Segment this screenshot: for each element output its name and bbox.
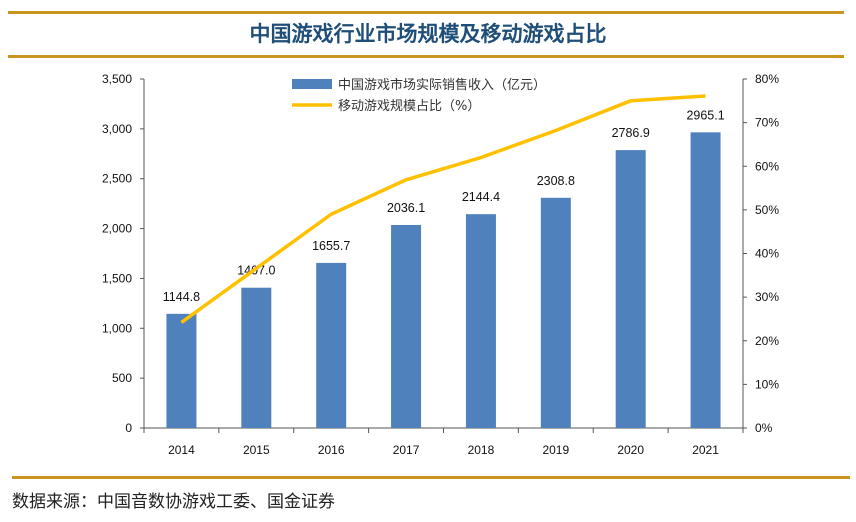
right-tick-label: 40% xyxy=(755,247,779,261)
right-tick-label: 60% xyxy=(755,159,779,173)
x-tick-label: 2016 xyxy=(318,443,345,457)
x-tick-label: 2014 xyxy=(168,443,195,457)
title-rule xyxy=(8,55,844,58)
left-tick-label: 1,000 xyxy=(102,321,132,335)
left-tick-label: 1,500 xyxy=(102,271,132,285)
x-tick-label: 2017 xyxy=(393,443,420,457)
x-tick-label: 2020 xyxy=(617,443,644,457)
bar-2021 xyxy=(690,132,721,429)
bar-2018 xyxy=(465,214,496,428)
right-tick-label: 0% xyxy=(755,421,773,435)
right-tick-label: 10% xyxy=(755,377,779,391)
data-label-2020: 2786.9 xyxy=(612,126,650,140)
bar-2017 xyxy=(391,224,422,428)
x-tick-label: 2018 xyxy=(468,443,495,457)
left-tick-label: 0 xyxy=(125,421,132,435)
x-tick-label: 2021 xyxy=(692,443,719,457)
right-tick-label: 70% xyxy=(755,116,779,130)
data-label-2016: 1655.7 xyxy=(312,239,350,253)
bar-2015 xyxy=(241,287,272,428)
left-tick-label: 500 xyxy=(112,371,132,385)
data-label-2019: 2308.8 xyxy=(537,174,575,188)
data-label-2015: 1407.0 xyxy=(237,264,275,278)
left-tick-label: 2,000 xyxy=(102,222,132,236)
top-rule xyxy=(8,11,844,14)
left-tick-label: 3,000 xyxy=(102,122,132,136)
bar-2019 xyxy=(540,197,571,428)
right-tick-label: 20% xyxy=(755,334,779,348)
left-tick-label: 3,500 xyxy=(102,72,132,86)
right-tick-label: 80% xyxy=(755,72,779,86)
bottom-rule xyxy=(12,476,850,479)
legend-bar-swatch xyxy=(292,79,332,89)
x-tick-label: 2015 xyxy=(243,443,270,457)
data-label-2018: 2144.4 xyxy=(462,190,500,204)
right-tick-label: 50% xyxy=(755,203,779,217)
right-tick-label: 30% xyxy=(755,290,779,304)
x-tick-label: 2019 xyxy=(542,443,569,457)
bar-2014 xyxy=(166,313,197,428)
source-note: 数据来源：中国音数协游戏工委、国金证券 xyxy=(12,492,335,512)
bar-2016 xyxy=(316,262,347,428)
left-tick-label: 2,500 xyxy=(102,172,132,186)
share-line xyxy=(180,94,706,324)
data-label-2021: 2965.1 xyxy=(686,108,724,122)
data-label-2017: 2036.1 xyxy=(387,201,425,215)
data-label-2014: 1144.8 xyxy=(163,290,200,304)
chart: 0 500 1,000 1,500 2,000 2,500 3,000 3,500 0% 10% 2… xyxy=(102,72,779,457)
chart-title: 中国游戏行业市场规模及移动游戏占比 xyxy=(249,22,607,46)
bar-2020 xyxy=(615,150,646,428)
legend-line-label: 移动游戏规模占比（%） xyxy=(338,99,480,114)
legend-bar-label: 中国游戏市场实际销售收入（亿元） xyxy=(338,77,546,93)
